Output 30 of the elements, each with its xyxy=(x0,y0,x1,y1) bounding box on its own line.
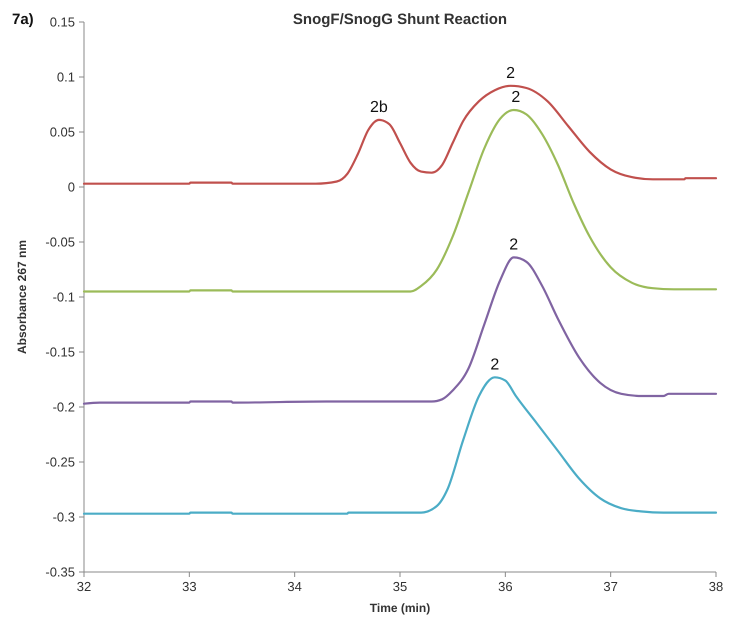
y-tick-label: -0.05 xyxy=(45,234,75,250)
x-tick-label: 33 xyxy=(182,579,197,594)
x-tick-label: 38 xyxy=(708,579,724,594)
y-axis-title: Absorbance 267 nm xyxy=(15,240,29,354)
y-tick-label: 0.1 xyxy=(56,70,75,85)
y-tick-label: -0.15 xyxy=(45,344,75,360)
line-series xyxy=(82,84,718,185)
y-tick-label: 0 xyxy=(68,180,75,195)
x-tick-label: 36 xyxy=(498,579,513,594)
line-series xyxy=(82,376,718,515)
x-tick-label: 37 xyxy=(603,579,618,594)
y-tick-label: -0.3 xyxy=(52,510,75,525)
chart-title: SnogF/SnogG Shunt Reaction xyxy=(292,11,508,28)
y-tick-label: -0.1 xyxy=(52,290,75,305)
annotation: 2 xyxy=(490,356,500,374)
annotation: 2b xyxy=(370,98,388,116)
y-tick-label: 0.05 xyxy=(50,124,75,140)
annotation: 2 xyxy=(506,64,516,82)
x-axis-title: Time (min) xyxy=(370,601,430,615)
x-tick-label: 32 xyxy=(76,579,92,594)
annotation: 2 xyxy=(509,236,518,254)
x-tick-label: 34 xyxy=(287,579,302,594)
x-tick-label: 35 xyxy=(392,579,408,594)
line-series xyxy=(82,256,718,405)
y-tick-label: -0.35 xyxy=(45,564,75,580)
text: 7a) xyxy=(12,11,34,28)
y-tick-label: -0.25 xyxy=(45,454,75,470)
y-tick-label: 0.15 xyxy=(50,14,75,30)
annotation: 2 xyxy=(511,89,520,106)
y-tick-label: -0.2 xyxy=(52,400,75,415)
